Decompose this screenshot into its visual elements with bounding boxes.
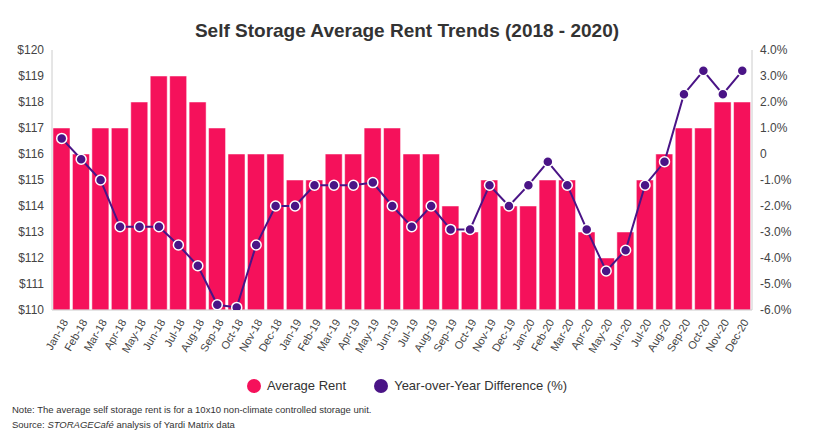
svg-text:Feb-18: Feb-18 <box>61 316 90 354</box>
svg-text:Feb-19: Feb-19 <box>295 316 323 354</box>
svg-text:Mar-19: Mar-19 <box>314 316 343 354</box>
svg-text:Jun-19: Jun-19 <box>374 317 401 352</box>
svg-text:Jun-18: Jun-18 <box>140 317 167 352</box>
svg-text:0: 0 <box>760 147 767 161</box>
html-text:Year-over-Year Difference (%): Year-over-Year Difference (%) <box>394 378 568 393</box>
svg-text:Sep-19: Sep-19 <box>431 316 460 354</box>
svg-text:$110: $110 <box>18 303 44 317</box>
svg-text:Jan-19: Jan-19 <box>276 316 304 352</box>
svg-text:-5.0%: -5.0% <box>760 277 792 291</box>
svg-text:Nov-19: Nov-19 <box>469 316 498 354</box>
svg-text:$115: $115 <box>18 173 44 187</box>
svg-text:Dec-18: Dec-18 <box>256 316 285 354</box>
svg-text:$113: $113 <box>18 225 44 239</box>
svg-text:Jul-20: Jul-20 <box>628 316 654 349</box>
html-text:Note: The average self storage: Note: The average self storage rent is f… <box>12 404 372 415</box>
svg-text:Nov-20: Nov-20 <box>703 316 732 354</box>
svg-text:1.0%: 1.0% <box>760 121 788 135</box>
svg-text:Sep-20: Sep-20 <box>664 316 693 354</box>
svg-text:Jul-18: Jul-18 <box>161 316 187 349</box>
svg-text:May-20: May-20 <box>585 316 615 355</box>
html-text:Self Storage Average Rent Tren: Self Storage Average Rent Trends (2018 -… <box>194 20 620 41</box>
svg-text:Dec-19: Dec-19 <box>489 316 518 354</box>
svg-text:$111: $111 <box>19 277 44 291</box>
svg-text:Apr-18: Apr-18 <box>101 316 129 352</box>
svg-text:-4.0%: -4.0% <box>760 251 792 265</box>
html-text:Source: STORAGECafé analysis o: Source: STORAGECafé analysis of Yardi Ma… <box>12 419 235 430</box>
svg-text:May-19: May-19 <box>352 316 382 355</box>
svg-text:4.0%: 4.0% <box>760 43 788 57</box>
svg-text:Dec-20: Dec-20 <box>723 317 751 354</box>
svg-text:$117: $117 <box>18 121 44 135</box>
html-text:Average Rent: Average Rent <box>266 378 347 393</box>
svg-text:Feb-20: Feb-20 <box>528 316 557 354</box>
svg-text:$118: $118 <box>18 95 44 109</box>
svg-text:Apr-20: Apr-20 <box>568 316 596 352</box>
svg-text:Apr-19: Apr-19 <box>335 316 362 352</box>
svg-text:$116: $116 <box>18 147 44 161</box>
svg-text:Jul-19: Jul-19 <box>394 316 421 349</box>
svg-text:-3.0%: -3.0% <box>760 225 792 239</box>
svg-text:$120: $120 <box>17 43 44 57</box>
svg-text:$119: $119 <box>18 69 44 83</box>
svg-text:Jun-20: Jun-20 <box>607 317 634 352</box>
svg-text:-6.0%: -6.0% <box>760 303 792 317</box>
svg-text:Mar-18: Mar-18 <box>81 316 110 354</box>
svg-text:Nov-18: Nov-18 <box>236 316 265 354</box>
svg-text:Oct-18: Oct-18 <box>218 316 246 352</box>
svg-text:3.0%: 3.0% <box>760 69 788 83</box>
svg-text:2.0%: 2.0% <box>760 95 788 109</box>
svg-text:-2.0%: -2.0% <box>760 199 792 213</box>
svg-text:$114: $114 <box>18 199 44 213</box>
svg-text:Aug-18: Aug-18 <box>178 316 207 354</box>
svg-text:Oct-19: Oct-19 <box>451 316 479 352</box>
svg-text:Aug-19: Aug-19 <box>411 316 440 354</box>
svg-text:May-18: May-18 <box>119 316 148 355</box>
svg-text:Aug-20: Aug-20 <box>644 316 673 354</box>
svg-text:-1.0%: -1.0% <box>760 173 792 187</box>
svg-text:Sep-18: Sep-18 <box>197 316 226 354</box>
svg-text:Oct-20: Oct-20 <box>685 316 712 352</box>
svg-text:Jan-18: Jan-18 <box>43 316 71 352</box>
svg-text:Jan-20: Jan-20 <box>509 316 537 352</box>
svg-text:$112: $112 <box>18 251 44 265</box>
svg-text:Mar-20: Mar-20 <box>548 316 576 354</box>
